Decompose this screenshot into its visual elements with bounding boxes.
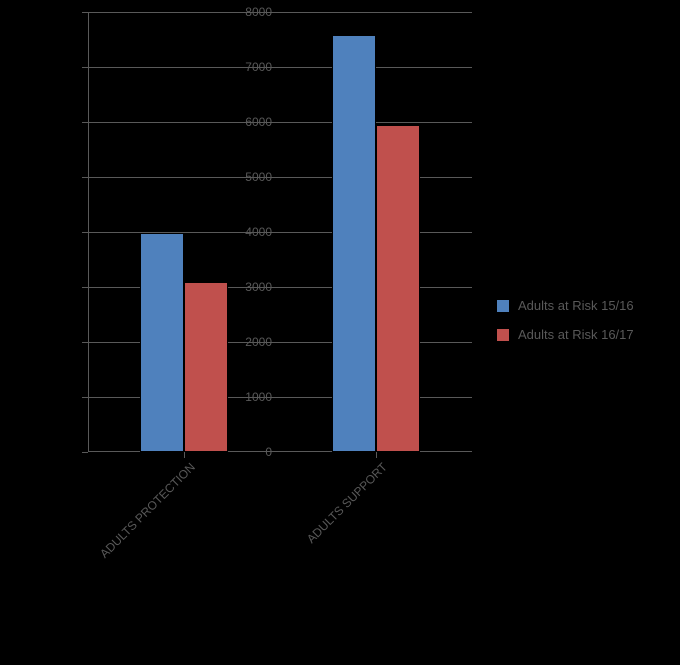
legend-swatch-1: [496, 299, 510, 313]
y-tick: [82, 287, 88, 288]
x-tick-label: ADULTS PROTECTION: [75, 460, 198, 583]
y-tick-label: 2000: [232, 335, 272, 349]
y-tick: [82, 122, 88, 123]
y-tick-label: 1000: [232, 390, 272, 404]
y-tick: [82, 12, 88, 13]
bar-adults-at-risk-16-17: [184, 282, 228, 453]
gridline: [88, 122, 472, 123]
legend-item-series-1: Adults at Risk 15/16: [496, 298, 634, 313]
bar-adults-at-risk-15-16: [140, 233, 184, 452]
y-tick-label: 5000: [232, 170, 272, 184]
chart-container: 0 1000 2000 3000 4000 5000 6000 7000 8000 ADULTS…: [14, 8, 666, 658]
y-tick: [82, 342, 88, 343]
gridline: [88, 67, 472, 68]
plot-area: [88, 12, 472, 452]
legend: Adults at Risk 15/16 Adults at Risk 16/1…: [496, 298, 634, 356]
y-tick-label: 0: [232, 445, 272, 459]
y-tick-label: 3000: [232, 280, 272, 294]
legend-label-2: Adults at Risk 16/17: [518, 327, 634, 342]
bar-adults-at-risk-15-16: [332, 35, 376, 452]
y-tick: [82, 452, 88, 453]
legend-label-1: Adults at Risk 15/16: [518, 298, 634, 313]
gridline: [88, 12, 472, 13]
y-tick: [82, 177, 88, 178]
y-tick-label: 6000: [232, 115, 272, 129]
x-tick: [184, 452, 185, 458]
y-tick: [82, 232, 88, 233]
bar-adults-at-risk-16-17: [376, 125, 420, 452]
y-tick-label: 8000: [232, 5, 272, 19]
y-tick: [82, 397, 88, 398]
x-tick: [376, 452, 377, 458]
legend-item-series-2: Adults at Risk 16/17: [496, 327, 634, 342]
y-tick-label: 4000: [232, 225, 272, 239]
x-tick-label: ADULTS SUPPORT: [267, 460, 390, 583]
y-tick: [82, 67, 88, 68]
legend-swatch-2: [496, 328, 510, 342]
y-tick-label: 7000: [232, 60, 272, 74]
